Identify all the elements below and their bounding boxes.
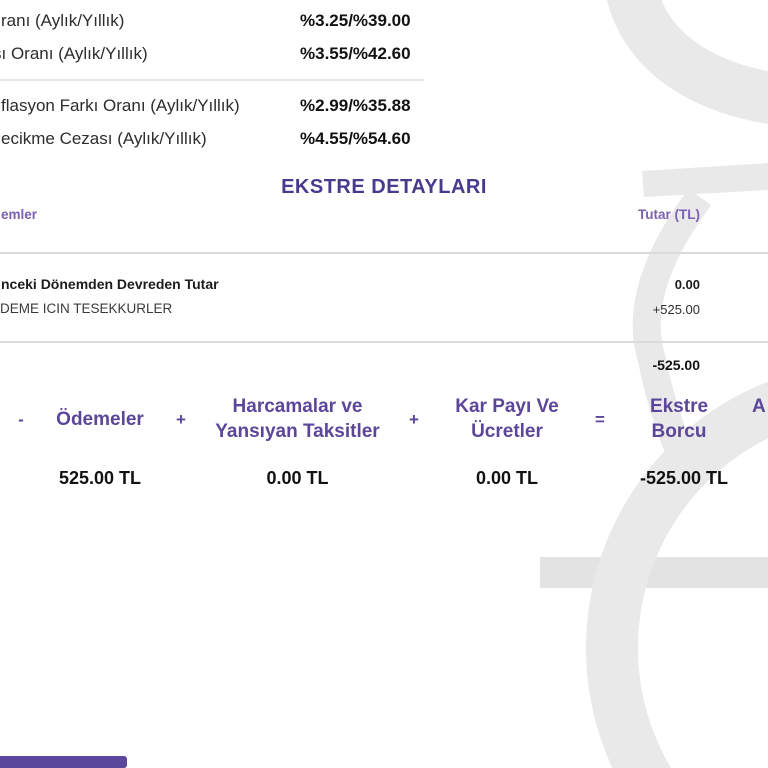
term-payments: Ödemeler: [56, 409, 144, 430]
operator-equals: =: [595, 410, 605, 429]
rate-value-1: %3.25/%39.00: [300, 11, 411, 30]
table-row-label-previous-balance: nceki Dönemden Devreden Tutar: [1, 276, 219, 292]
operator-plus-2: +: [409, 410, 419, 429]
table-divider-bottom: [0, 341, 768, 343]
value-spending-installments: 0.00 TL: [266, 468, 329, 488]
table-row-label-payment-thanks: DEME ICIN TESEKKURLER: [0, 301, 173, 316]
scroll-progress-bar: [0, 756, 127, 768]
value-profit-fees: 0.00 TL: [475, 468, 539, 488]
term-next-cutoff: A: [752, 396, 766, 417]
rate-value-3: %2.99/%35.88: [300, 96, 411, 115]
operator-minus: -: [18, 410, 24, 429]
term-spending-installments: Harcamalar ve Yansıyan Taksitler: [215, 396, 380, 442]
carryover-balance: -525.00: [652, 357, 700, 373]
table-row-value-previous-balance: 0.00: [674, 277, 700, 292]
statement-title: EKSTRE DETAYLARI: [281, 176, 487, 198]
table-divider-top: [0, 252, 768, 254]
rate-label-2: sı Oranı (Aylık/Yıllık): [0, 44, 148, 63]
rates-divider: [0, 79, 424, 81]
column-header-amount: Tutar (TL): [638, 207, 700, 222]
column-header-transactions: emler: [1, 207, 38, 222]
rate-value-4: %4.55/%54.60: [300, 129, 411, 148]
table-row-value-payment-thanks: +525.00: [652, 302, 700, 317]
rate-label-1: ranı (Aylık/Yıllık): [1, 11, 125, 30]
operator-plus-1: +: [176, 410, 186, 429]
rate-value-2: %3.55/%42.60: [300, 44, 411, 63]
term-profit-fees: Kar Payı Ve Ücretler: [455, 396, 559, 442]
rate-label-4: ecikme Cezası (Aylık/Yıllık): [1, 129, 207, 148]
value-statement-debt: -525.00 TL: [639, 468, 729, 488]
value-payments: 525.00 TL: [58, 468, 142, 488]
term-statement-debt: Ekstre Borcu: [649, 396, 709, 442]
rate-label-3: flasyon Farkı Oranı (Aylık/Yıllık): [1, 96, 240, 115]
